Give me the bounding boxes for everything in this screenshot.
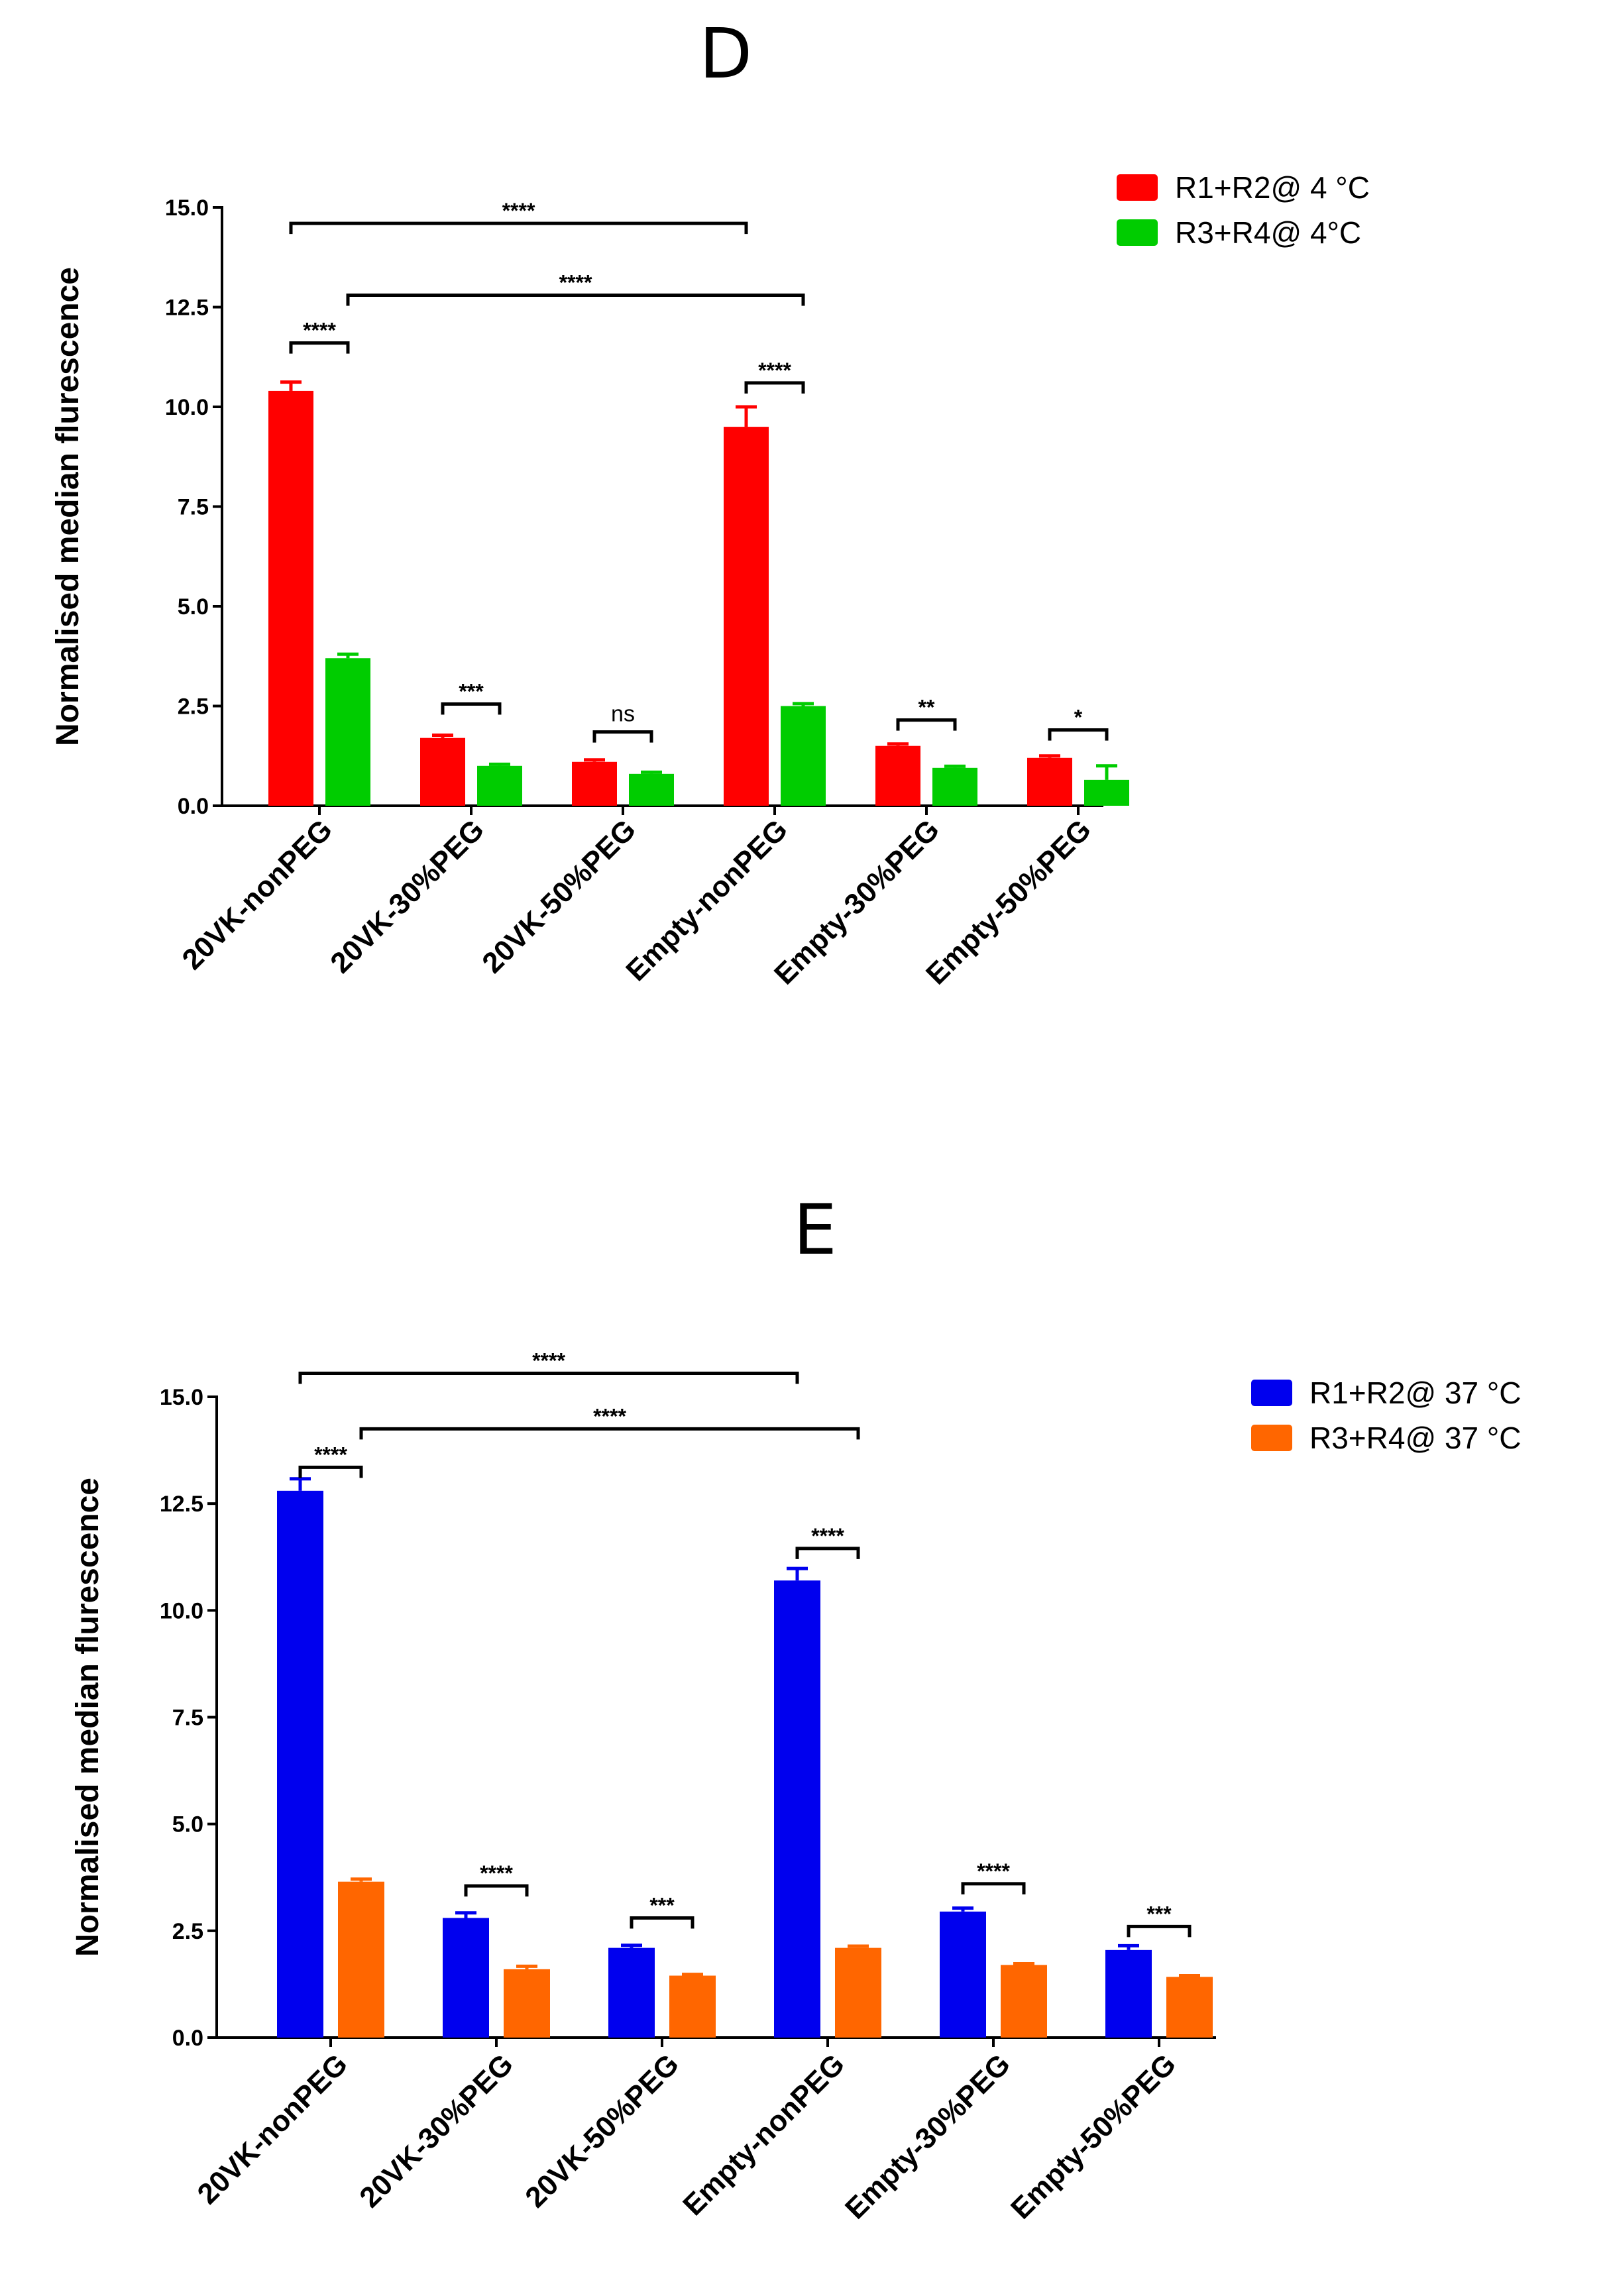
x-category-label: 20VK-30%PEG: [353, 2048, 520, 2214]
x-category-label: Empty-nonPEG: [620, 813, 794, 987]
bar-2: [477, 765, 522, 806]
significance-label: *: [1074, 706, 1083, 730]
legend-swatch: [1117, 174, 1158, 201]
legend-swatch: [1251, 1380, 1292, 1406]
x-category-label: Empty-nonPEG: [677, 2048, 851, 2222]
x-category-label: 20VK-nonPEG: [192, 2048, 355, 2211]
x-category-label: 20VK-nonPEG: [176, 813, 339, 976]
bar-1: [774, 1580, 820, 2038]
y-tick-label: 5.0: [178, 594, 209, 620]
significance-label: ****: [593, 1404, 626, 1428]
significance-label: ****: [303, 319, 336, 343]
bar-1: [724, 427, 769, 806]
y-tick-label: 15.0: [165, 195, 209, 221]
significance-bracket: [592, 730, 653, 743]
bar-2: [1001, 1965, 1047, 2038]
chart-panel-d: D 0.0 2.5 5.0 7.5 10.0 12.5 15.0 Normalised medi…: [50, 13, 1370, 991]
bar-2: [504, 1969, 550, 2038]
bar-2: [1084, 779, 1129, 806]
significance-label: ****: [502, 199, 535, 223]
bar-2: [669, 1975, 716, 2038]
significance-label: ***: [649, 1893, 675, 1917]
y-tick-label: 7.5: [178, 495, 209, 520]
bar-2: [338, 1881, 384, 2038]
x-category-label: Empty-30%PEG: [839, 2048, 1017, 2225]
significance-bracket: [961, 1882, 1026, 1894]
legend-swatch: [1251, 1425, 1292, 1451]
legend-label: R1+R2@ 37 °C: [1309, 1376, 1522, 1410]
significance-bracket: [1048, 728, 1109, 741]
bar-1: [277, 1490, 323, 2038]
y-tick-label: 10.0: [165, 395, 209, 420]
significance-label: ****: [758, 358, 791, 382]
significance-bracket: [289, 221, 748, 235]
significance-label: ****: [559, 270, 592, 294]
y-tick-label: 12.5: [160, 1492, 203, 1517]
bar-1: [1027, 757, 1072, 806]
y-tick-label: 15.0: [160, 1385, 203, 1410]
significance-bracket: [298, 1372, 799, 1384]
x-category-label: Empty-50%PEG: [920, 813, 1097, 991]
y-tick-label: 0.0: [178, 794, 209, 819]
y-tick-label: 10.0: [160, 1598, 203, 1623]
x-category-label: Empty-30%PEG: [768, 813, 946, 991]
legend-swatch: [1117, 219, 1158, 246]
significance-bracket: [630, 1916, 694, 1929]
bar-1: [875, 745, 920, 806]
bar-1: [1105, 1949, 1152, 2038]
bar-1: [420, 738, 465, 806]
bar-1: [608, 1947, 655, 2038]
significance-bracket: [464, 1884, 529, 1897]
x-category-label: 20VK-50%PEG: [476, 813, 642, 979]
bar-2: [932, 767, 977, 806]
significance-label: ***: [459, 679, 484, 703]
significance-bracket: [1127, 1924, 1192, 1938]
legend-label: R3+R4@ 37 °C: [1309, 1421, 1522, 1455]
legend-label: R1+R2@ 4 °C: [1175, 170, 1370, 205]
legend-label: R3+R4@ 4°C: [1175, 215, 1361, 250]
chart-panel-e: E 0.0 2.5 5.0 7.5 10.0 12.5 15.0 Normalised medi…: [70, 1189, 1522, 2225]
y-tick-label: 12.5: [165, 296, 209, 321]
significance-label: ****: [314, 1443, 347, 1466]
bar-1: [268, 390, 313, 806]
bar-2: [1166, 1977, 1213, 2038]
significance-label: ns: [611, 702, 635, 727]
bar-1: [940, 1911, 986, 2038]
y-axis-label: Normalised median flurescence: [50, 267, 85, 746]
x-category-label: 20VK-50%PEG: [519, 2048, 685, 2214]
bar-2: [325, 658, 370, 806]
significance-bracket: [289, 341, 350, 354]
bar-2: [781, 706, 826, 806]
significance-label: ***: [1146, 1902, 1172, 1926]
panel-letter: E: [793, 1189, 837, 1270]
x-category-label: 20VK-30%PEG: [324, 813, 490, 979]
panel-letter: D: [699, 13, 752, 94]
y-tick-label: 5.0: [172, 1812, 203, 1837]
x-category-label: Empty-50%PEG: [1005, 2048, 1182, 2225]
y-axis-label: Normalised median flurescence: [70, 1478, 105, 1957]
y-tick-label: 0.0: [172, 2026, 203, 2051]
bar-1: [443, 1918, 489, 2038]
significance-label: ****: [977, 1859, 1010, 1883]
significance-label: **: [918, 696, 935, 720]
significance-bracket: [359, 1427, 860, 1440]
significance-bracket: [744, 381, 805, 394]
y-tick-label: 2.5: [172, 1919, 203, 1944]
significance-label: ****: [480, 1861, 513, 1885]
y-tick-label: 2.5: [178, 694, 209, 720]
significance-bracket: [346, 293, 805, 306]
bar-2: [835, 1947, 881, 2038]
significance-label: ****: [532, 1349, 565, 1373]
y-tick-label: 7.5: [172, 1706, 203, 1731]
bar-2: [629, 773, 674, 806]
significance-bracket: [298, 1465, 363, 1478]
significance-bracket: [795, 1547, 860, 1559]
bar-1: [572, 761, 617, 806]
significance-bracket: [896, 718, 957, 731]
significance-bracket: [441, 702, 502, 715]
significance-label: ****: [811, 1524, 844, 1548]
